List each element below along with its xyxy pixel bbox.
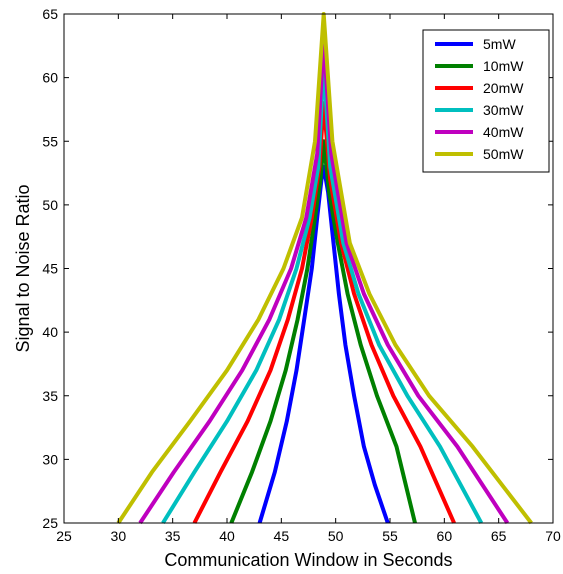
series-line-5mW xyxy=(257,164,390,524)
series-line-10mW xyxy=(229,139,417,524)
y-tick-label: 60 xyxy=(42,70,58,86)
x-axis-label: Communication Window in Seconds xyxy=(164,550,452,570)
ticks-layer: 25 30 35 40 45 50 55 60 65 70 25 30 35 40 45 50 55 60 65 xyxy=(42,6,561,544)
y-tick-label: 35 xyxy=(42,388,58,404)
legend: 5mW 10mW 20mW 30mW 40mW 50mW xyxy=(422,29,550,173)
x-tick-label: 55 xyxy=(382,528,398,544)
x-tick-label: 40 xyxy=(219,528,235,544)
legend-label: 30mW xyxy=(483,102,524,118)
legend-label: 20mW xyxy=(483,80,524,96)
y-tick-label: 65 xyxy=(42,6,58,22)
y-tick-label: 55 xyxy=(42,133,58,149)
legend-label: 50mW xyxy=(483,146,524,162)
series-layer xyxy=(116,12,533,525)
legend-label: 5mW xyxy=(483,36,516,52)
y-tick-label: 50 xyxy=(42,197,58,213)
y-tick-label: 25 xyxy=(42,515,58,531)
legend-label: 10mW xyxy=(483,58,524,74)
x-tick-label: 65 xyxy=(491,528,507,544)
x-tick-label: 30 xyxy=(111,528,127,544)
y-axis-label: Signal to Noise Ratio xyxy=(13,184,33,352)
y-tick-label: 40 xyxy=(42,324,58,340)
legend-box xyxy=(422,29,550,173)
x-tick-label: 45 xyxy=(274,528,290,544)
series-line-50mW xyxy=(116,12,533,525)
legend-label: 40mW xyxy=(483,124,524,140)
x-tick-label: 35 xyxy=(165,528,181,544)
x-tick-label: 70 xyxy=(545,528,561,544)
y-tick-label: 45 xyxy=(42,261,58,277)
x-tick-label: 25 xyxy=(56,528,72,544)
series-line-40mW xyxy=(138,37,510,525)
x-tick-label: 60 xyxy=(437,528,453,544)
y-tick-label: 30 xyxy=(42,451,58,467)
x-tick-label: 50 xyxy=(328,528,344,544)
